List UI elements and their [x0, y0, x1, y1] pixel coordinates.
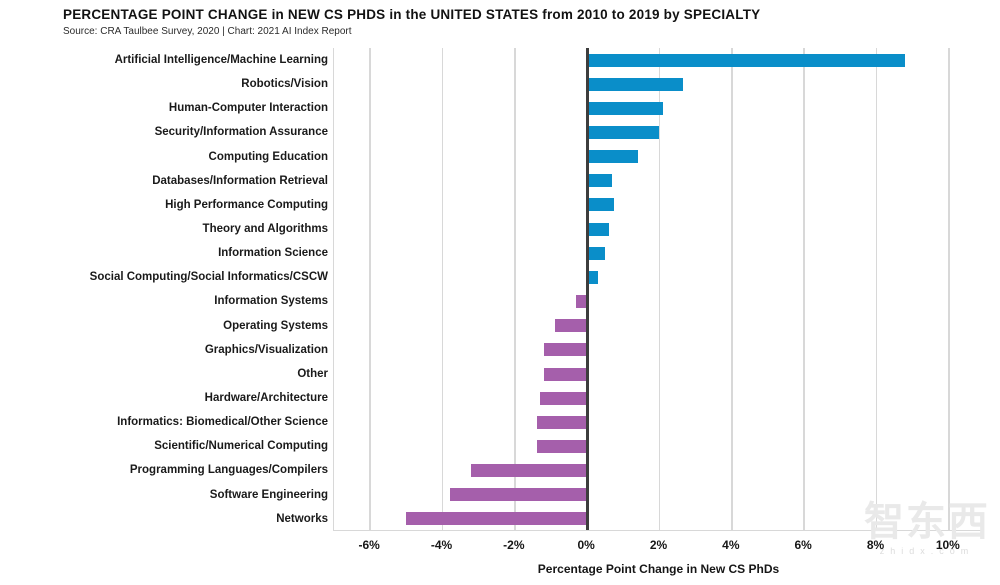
- category-label: Information Science: [218, 247, 328, 260]
- gridline: [803, 48, 805, 530]
- x-axis-ticks: -6% -4% -2% 0% 2% 4% 6% 8% 10%: [333, 538, 984, 556]
- bar: [576, 295, 588, 309]
- bar: [587, 246, 606, 260]
- bar: [543, 367, 588, 381]
- x-tick-label: 2%: [649, 538, 668, 552]
- bar: [587, 126, 660, 140]
- zero-axis-line: [585, 48, 589, 530]
- bar: [587, 150, 638, 164]
- x-axis-title: Percentage Point Change in New CS PhDs: [537, 562, 780, 576]
- x-tick-label: 10%: [935, 538, 960, 552]
- gridline: [369, 48, 371, 530]
- bar: [471, 464, 588, 478]
- category-label: Software Engineering: [209, 488, 328, 501]
- gridline: [514, 48, 516, 530]
- x-tick-label: -6%: [358, 538, 380, 552]
- bar: [587, 222, 609, 236]
- category-label: Scientific/Numerical Computing: [154, 440, 328, 453]
- x-tick-label: 6%: [794, 538, 812, 552]
- gridline: [948, 48, 950, 530]
- plot-area: [333, 48, 984, 531]
- category-label: Hardware/Architecture: [204, 392, 328, 405]
- x-tick-label: 8%: [866, 538, 885, 552]
- gridline: [875, 48, 878, 530]
- x-tick-label: -4%: [430, 538, 453, 552]
- category-axis: Artificial Intelligence/Machine Learning…: [0, 48, 328, 531]
- category-label: Robotics/Vision: [241, 78, 328, 91]
- source-caption: Source: CRA Taulbee Survey, 2020 | Chart…: [63, 26, 352, 37]
- category-label: Social Computing/Social Informatics/CSCW: [89, 271, 328, 284]
- bar: [587, 77, 683, 91]
- category-label: Information Systems: [214, 295, 328, 308]
- category-label: Databases/Information Retrieval: [152, 174, 328, 187]
- category-label: Artificial Intelligence/Machine Learning: [114, 54, 328, 67]
- x-tick-label: -2%: [503, 538, 525, 552]
- bar: [587, 101, 664, 115]
- bar: [587, 270, 598, 284]
- gridline: [731, 48, 733, 530]
- category-label: Networks: [276, 512, 328, 525]
- gridline: [658, 48, 661, 530]
- bar: [587, 174, 613, 188]
- category-label: Programming Languages/Compilers: [129, 464, 328, 477]
- bar: [587, 53, 906, 67]
- x-tick-label: 0%: [577, 538, 595, 552]
- bar: [406, 512, 588, 526]
- x-tick-label: 4%: [722, 538, 740, 552]
- category-label: Graphics/Visualization: [204, 343, 328, 356]
- category-label: Other: [297, 367, 328, 380]
- category-label: Security/Information Assurance: [154, 126, 328, 139]
- bar: [587, 198, 615, 212]
- gridline: [441, 48, 444, 530]
- category-label: Computing Education: [208, 150, 328, 163]
- bar: [554, 319, 588, 333]
- category-label: High Performance Computing: [165, 198, 328, 211]
- category-label: Human-Computer Interaction: [168, 102, 328, 115]
- category-label: Operating Systems: [223, 319, 328, 332]
- bar: [536, 439, 588, 453]
- bar: [536, 415, 588, 429]
- category-label: Informatics: Biomedical/Other Science: [117, 416, 328, 429]
- category-label: Theory and Algorithms: [202, 223, 328, 236]
- bar: [543, 343, 588, 357]
- chart-title: PERCENTAGE POINT CHANGE in NEW CS PHDS i…: [63, 7, 761, 22]
- bar: [449, 488, 588, 502]
- bar: [540, 391, 588, 405]
